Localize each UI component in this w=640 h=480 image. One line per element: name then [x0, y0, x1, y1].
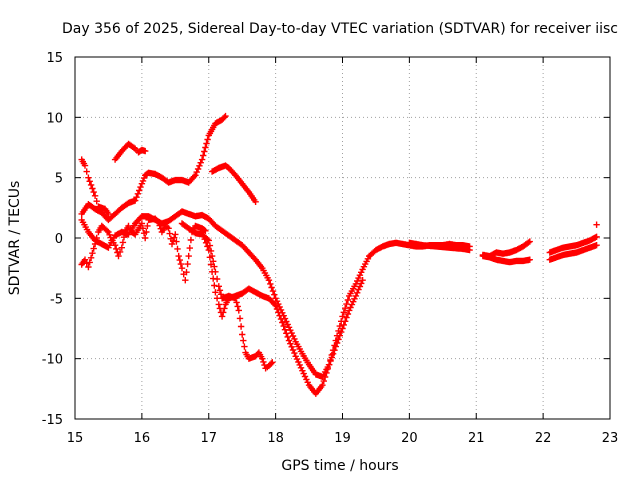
x-tick-label: 22 [535, 431, 552, 446]
data-points [78, 112, 600, 397]
y-tick-label: 0 [55, 232, 63, 247]
x-tick-label: 15 [67, 431, 84, 446]
x-tick-label: 17 [200, 431, 217, 446]
y-tick-label: 5 [55, 172, 63, 187]
x-axis-label: GPS time / hours [281, 458, 398, 474]
plus-markers [546, 242, 600, 263]
series-track-f [78, 208, 373, 380]
series-track-b [111, 140, 149, 163]
y-tick-label: 15 [46, 51, 63, 66]
y-axis-label: SDTVAR / TECUs [7, 181, 23, 296]
series-track-n [546, 242, 600, 263]
series-track-m [546, 221, 600, 256]
chart-title: Day 356 of 2025, Sidereal Day-to-day VTE… [62, 21, 618, 37]
plus-markers [111, 140, 149, 163]
plot-frame [74, 56, 611, 420]
x-tick-label: 18 [267, 431, 284, 446]
x-tick-label: 16 [134, 431, 151, 446]
y-tick-label: -15 [42, 413, 63, 428]
series-track-a [78, 156, 112, 218]
y-tick-label: -10 [42, 353, 63, 368]
plus-markers [479, 252, 533, 266]
axis-ticks: 15 16 17 18 19 20 21 22 23 -15 -10 -5 0 5 10 15 [42, 51, 619, 446]
x-tick-label: 19 [334, 431, 351, 446]
series-track-j [406, 239, 473, 254]
series-track-d [208, 162, 259, 205]
plus-markers [208, 162, 259, 205]
x-tick-label: 21 [468, 431, 485, 446]
series-track-h [198, 228, 366, 397]
plus-markers [78, 208, 373, 380]
plus-markers [546, 221, 600, 256]
plus-markers [78, 156, 112, 218]
y-tick-label: -5 [50, 292, 63, 307]
x-tick-label: 23 [602, 431, 619, 446]
plus-markers [198, 228, 366, 397]
plus-markers [406, 239, 473, 254]
series-track-l [479, 252, 533, 266]
plus-markers [78, 112, 229, 224]
series-track-c [78, 112, 229, 224]
x-tick-label: 20 [401, 431, 418, 446]
y-tick-label: 10 [46, 111, 63, 126]
